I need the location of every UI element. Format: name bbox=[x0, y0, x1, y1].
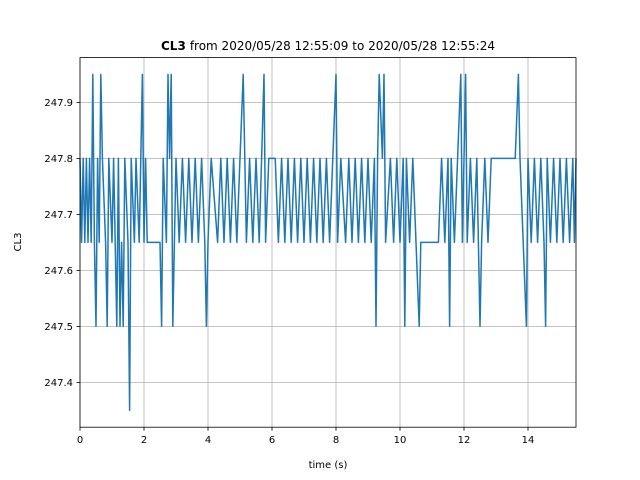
x-tick-label: 8 bbox=[333, 435, 339, 446]
y-axis-label: CL3 bbox=[13, 233, 24, 252]
plot-frame bbox=[79, 57, 577, 428]
x-tick-label: 6 bbox=[269, 435, 275, 446]
x-tick-label: 2 bbox=[141, 435, 147, 446]
y-tick-label: 247.9 bbox=[44, 98, 73, 109]
x-tick-label: 12 bbox=[458, 435, 471, 446]
title-bold: CL3 bbox=[161, 39, 186, 53]
y-tick-label: 247.8 bbox=[44, 154, 73, 165]
x-tick-label: 10 bbox=[394, 435, 407, 446]
chart-title: CL3 from 2020/05/28 12:55:09 to 2020/05/2… bbox=[161, 39, 495, 53]
y-tick-label: 247.7 bbox=[44, 210, 73, 221]
x-tick-label: 0 bbox=[77, 435, 83, 446]
x-tick-label: 14 bbox=[522, 435, 535, 446]
x-axis-label: time (s) bbox=[309, 460, 348, 471]
title-text: from 2020/05/28 12:55:09 to 2020/05/28 1… bbox=[190, 39, 495, 53]
y-tick-label: 247.5 bbox=[44, 322, 73, 333]
x-tick-label: 4 bbox=[205, 435, 211, 446]
y-tick-label: 247.6 bbox=[44, 266, 73, 277]
data-line bbox=[79, 73, 577, 412]
y-tick-label: 247.4 bbox=[44, 378, 73, 389]
